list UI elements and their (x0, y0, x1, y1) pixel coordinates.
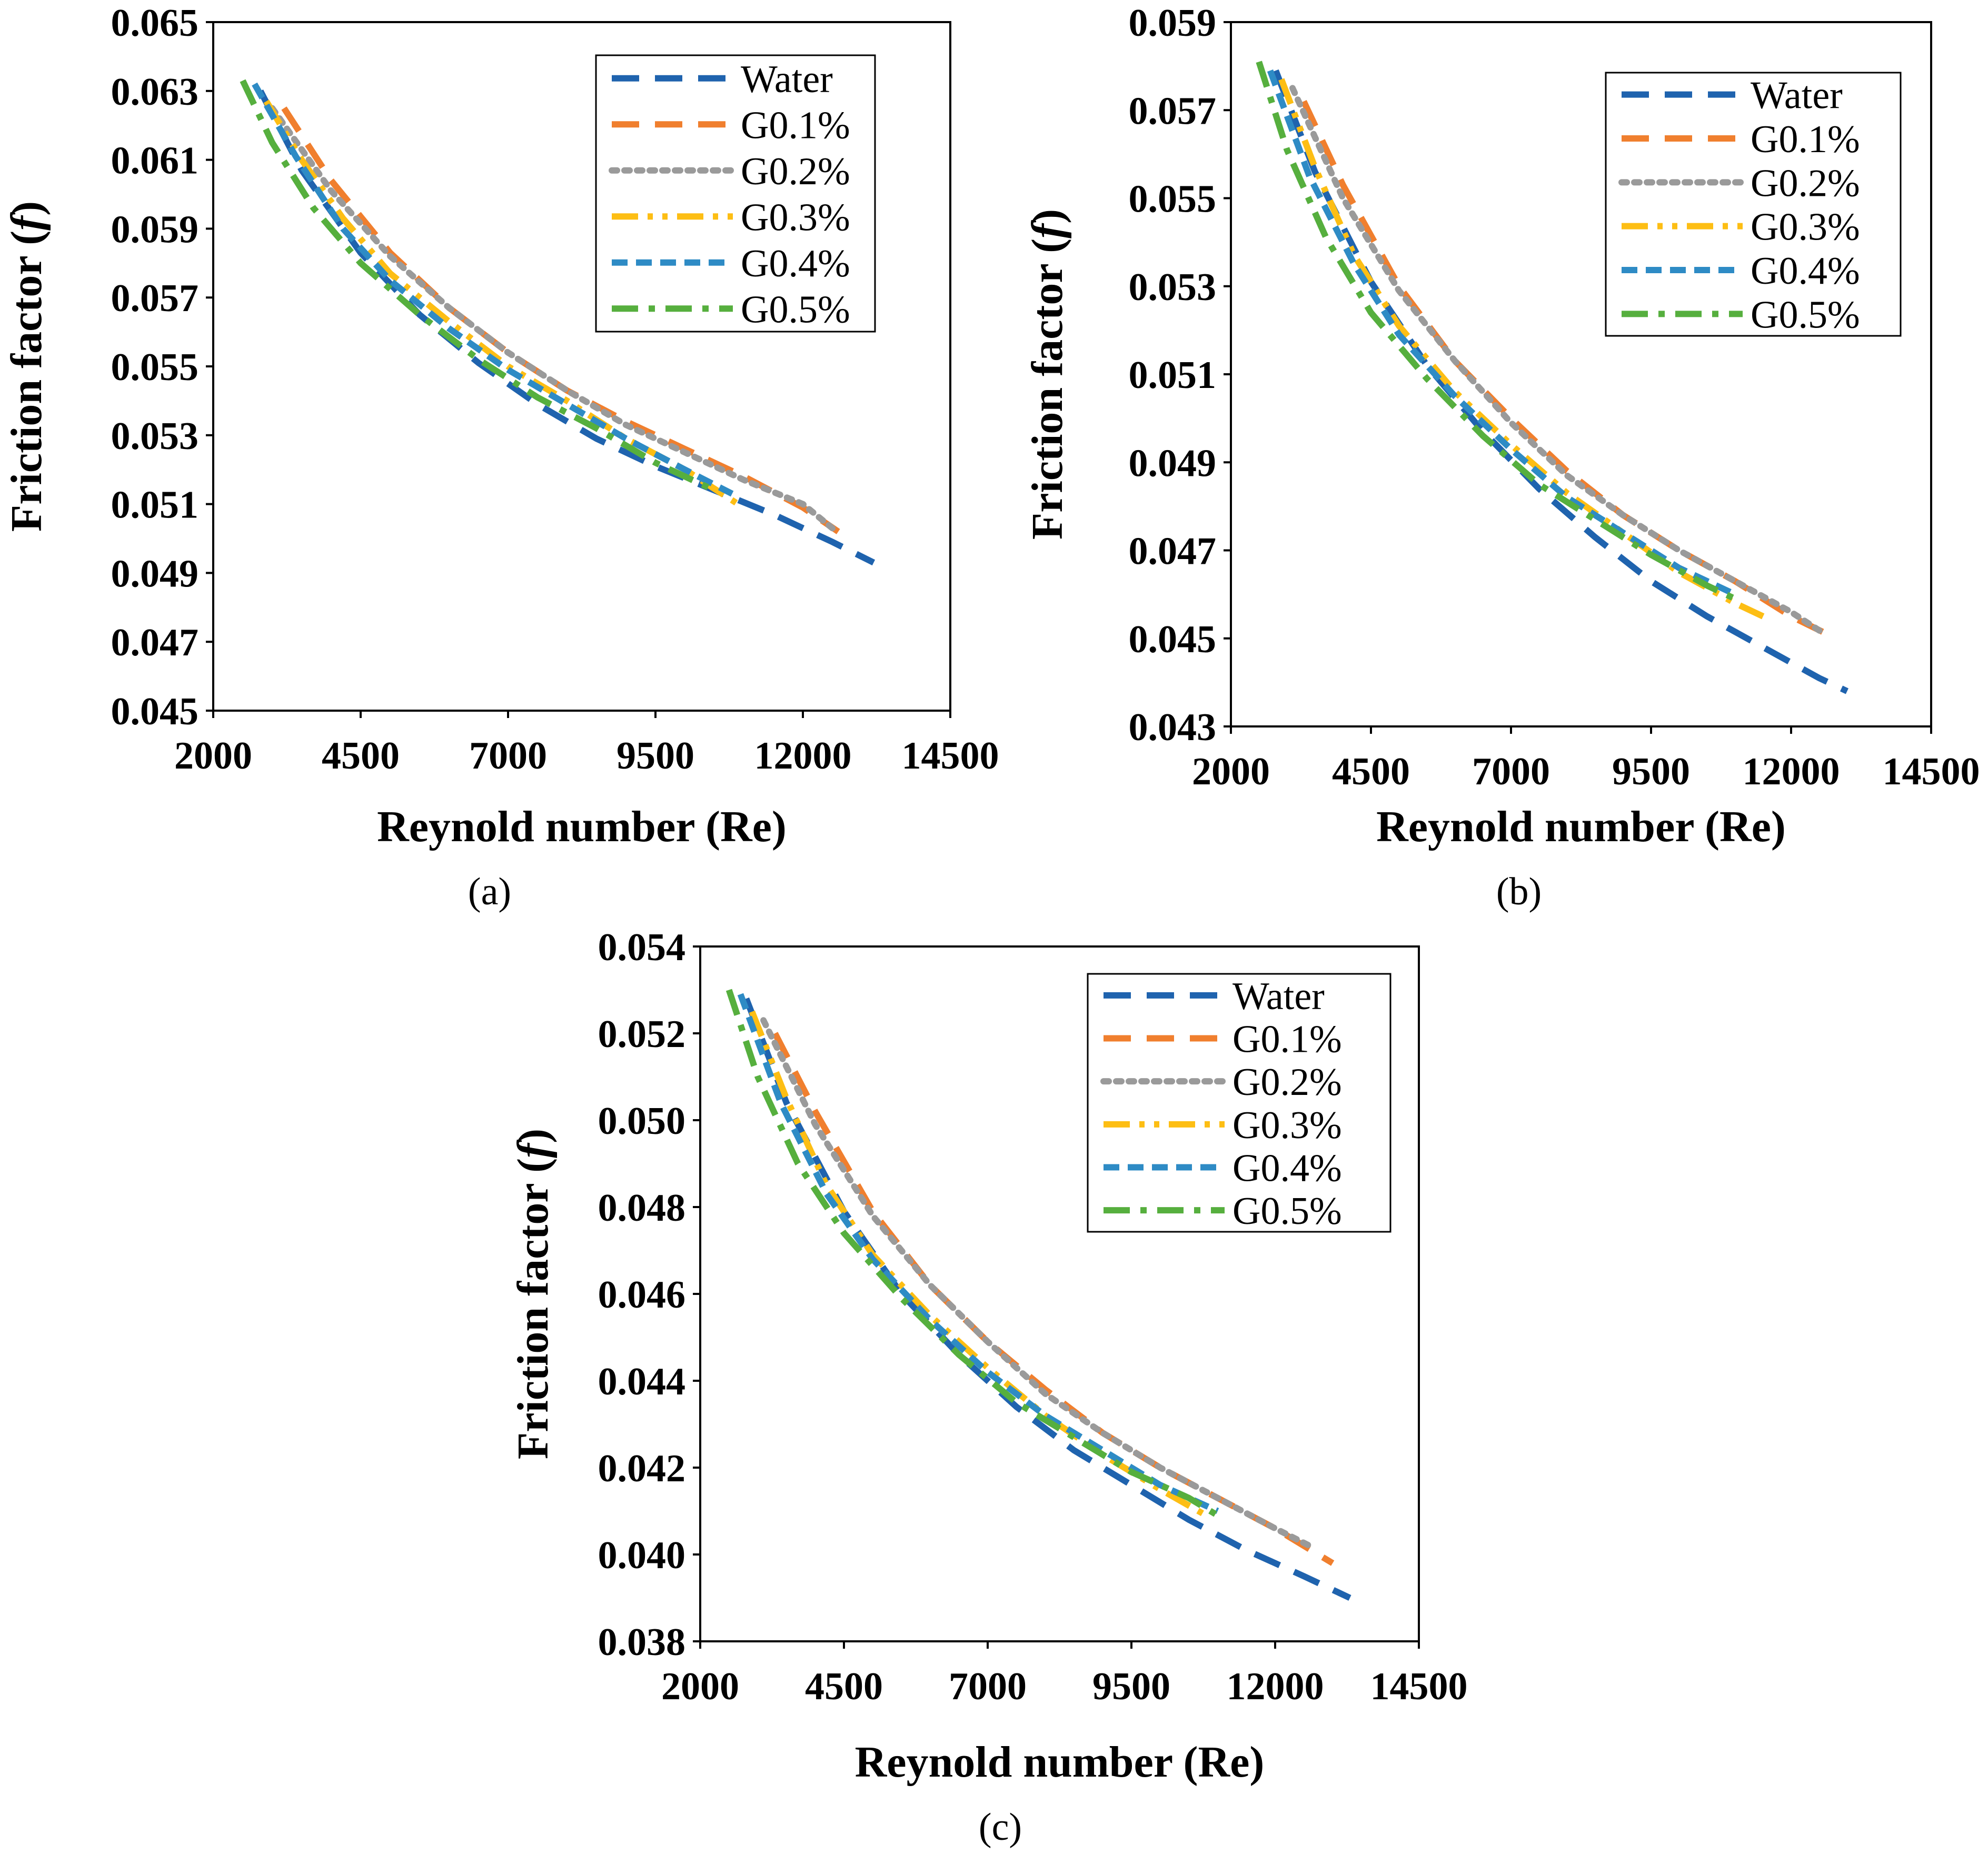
series-line-g0-2pct (269, 105, 836, 532)
series-line-g0-4pct (737, 993, 1219, 1514)
y-tick-label: 0.047 (111, 621, 199, 664)
legend-box (1087, 973, 1391, 1233)
x-tick-label: 14500 (1883, 750, 1980, 793)
legend-box (1605, 72, 1902, 337)
series-line-g0-5pct (725, 989, 1219, 1518)
y-tick-label: 0.042 (598, 1447, 686, 1490)
x-tick-label: 9500 (617, 734, 694, 778)
y-tick-label: 0.054 (598, 926, 686, 969)
x-tick-label: 9500 (1612, 750, 1690, 793)
x-tick-label: 14500 (902, 734, 999, 778)
chart-panel-c: 0.038 0.040 0.042 0.044 0.046 0.048 0.050 0.052… (509, 926, 1468, 1849)
y-tick-label: 0.050 (598, 1100, 686, 1143)
y-tick-label: 0.053 (111, 415, 199, 458)
y-axis-label: Friction factor (f) (509, 1129, 558, 1459)
x-tick-label: 7000 (949, 1665, 1027, 1708)
legend-label-g0-1pct: G0.1% (741, 104, 850, 147)
y-tick-label: 0.059 (1129, 2, 1217, 45)
legend-label-g0-5pct: G0.5% (1232, 1190, 1342, 1233)
x-tick-label: 2000 (1192, 750, 1270, 793)
x-tick-label: 12000 (1743, 750, 1840, 793)
x-tick-label: 12000 (754, 734, 852, 778)
y-tick-label: 0.052 (598, 1013, 686, 1056)
y-tick-label: 0.065 (111, 2, 199, 45)
y-tick-label: 0.046 (598, 1273, 686, 1317)
y-tick-label: 0.049 (111, 552, 199, 595)
x-tick-label: 4500 (805, 1665, 883, 1708)
y-tick-label: 0.045 (111, 690, 199, 733)
x-tick-label: 7000 (1472, 750, 1550, 793)
y-tick-label: 0.040 (598, 1534, 686, 1577)
y-tick-label: 0.048 (598, 1187, 686, 1230)
legend-box (595, 54, 876, 333)
series-line-water (743, 997, 1351, 1601)
legend-label-g0-2pct: G0.2% (741, 150, 850, 193)
legend-label-g0-5pct: G0.5% (741, 288, 850, 331)
legend-label-g0-5pct: G0.5% (1751, 293, 1860, 336)
y-tick-label: 0.061 (111, 139, 199, 183)
y-tick-label: 0.057 (1129, 89, 1217, 133)
y-tick-label: 0.055 (111, 346, 199, 389)
y-tick-label: 0.044 (598, 1360, 686, 1403)
legend-label-g0-1pct: G0.1% (1232, 1018, 1342, 1061)
legend-label-g0-4pct: G0.4% (1751, 250, 1860, 293)
legend-label-g0-3pct: G0.3% (1232, 1104, 1342, 1147)
x-tick-label: 4500 (1332, 750, 1410, 793)
chart-panel-b: 0.043 0.045 0.047 0.049 0.051 0.053 0.055 0.057… (1023, 2, 1980, 913)
series-line-water (1273, 69, 1848, 694)
y-tick-label: 0.047 (1129, 530, 1217, 573)
y-tick-label: 0.051 (111, 484, 199, 527)
panel-caption: (b) (1496, 870, 1542, 913)
y-axis-label: Friction factor (f) (2, 201, 51, 532)
y-tick-label: 0.063 (111, 71, 199, 114)
series-line-g0-1pct (772, 1032, 1335, 1566)
legend-label-g0-1pct: G0.1% (1751, 118, 1860, 161)
y-tick-label: 0.055 (1129, 178, 1217, 221)
y-tick-label: 0.053 (1129, 266, 1217, 309)
x-tick-label: 4500 (322, 734, 400, 778)
legend-label-water: Water (1232, 975, 1325, 1018)
x-tick-label: 2000 (174, 734, 252, 778)
y-axis-label: Friction factor (f) (1023, 209, 1072, 540)
x-axis-label: Reynold number (Re) (1376, 802, 1786, 851)
y-tick-label: 0.057 (111, 277, 199, 320)
x-tick-label: 2000 (661, 1665, 739, 1708)
y-tick-label: 0.049 (1129, 442, 1217, 485)
legend-label-g0-2pct: G0.2% (1751, 162, 1860, 205)
series-line-g0-5pct (1256, 61, 1737, 602)
x-axis-label: Reynold number (Re) (377, 802, 787, 851)
series-line-g0-4pct (252, 82, 734, 497)
series-line-g0-4pct (1267, 69, 1737, 597)
y-tick-label: 0.045 (1129, 618, 1217, 661)
y-tick-label: 0.038 (598, 1621, 686, 1664)
legend-label-g0-4pct: G0.4% (1232, 1147, 1342, 1190)
legend-label-g0-3pct: G0.3% (1751, 206, 1860, 249)
x-tick-label: 12000 (1227, 1665, 1324, 1708)
y-tick-label: 0.043 (1129, 706, 1217, 749)
y-tick-label: 0.059 (111, 208, 199, 251)
series-line-g0-2pct (760, 1017, 1313, 1549)
x-axis-label: Reynold number (Re) (855, 1738, 1265, 1787)
legend-label-g0-2pct: G0.2% (1232, 1061, 1342, 1104)
legend-label-g0-3pct: G0.3% (741, 196, 850, 239)
chart-panel-a: 0.045 0.047 0.049 0.051 0.053 0.055 0.057 0.059… (2, 2, 999, 913)
y-tick-label: 0.051 (1129, 354, 1217, 397)
series-line-g0-2pct (1289, 85, 1828, 637)
legend-label-water: Water (741, 58, 833, 101)
x-tick-label: 14500 (1370, 1665, 1468, 1708)
panel-caption: (a) (468, 870, 511, 913)
series-line-g0-1pct (1300, 99, 1837, 642)
legend-label-water: Water (1751, 74, 1843, 117)
series-line-g0-5pct (240, 79, 716, 493)
x-tick-label: 9500 (1092, 1665, 1170, 1708)
x-tick-label: 7000 (469, 734, 547, 778)
legend-label-g0-4pct: G0.4% (741, 242, 850, 285)
panel-caption: (c) (979, 1806, 1022, 1849)
